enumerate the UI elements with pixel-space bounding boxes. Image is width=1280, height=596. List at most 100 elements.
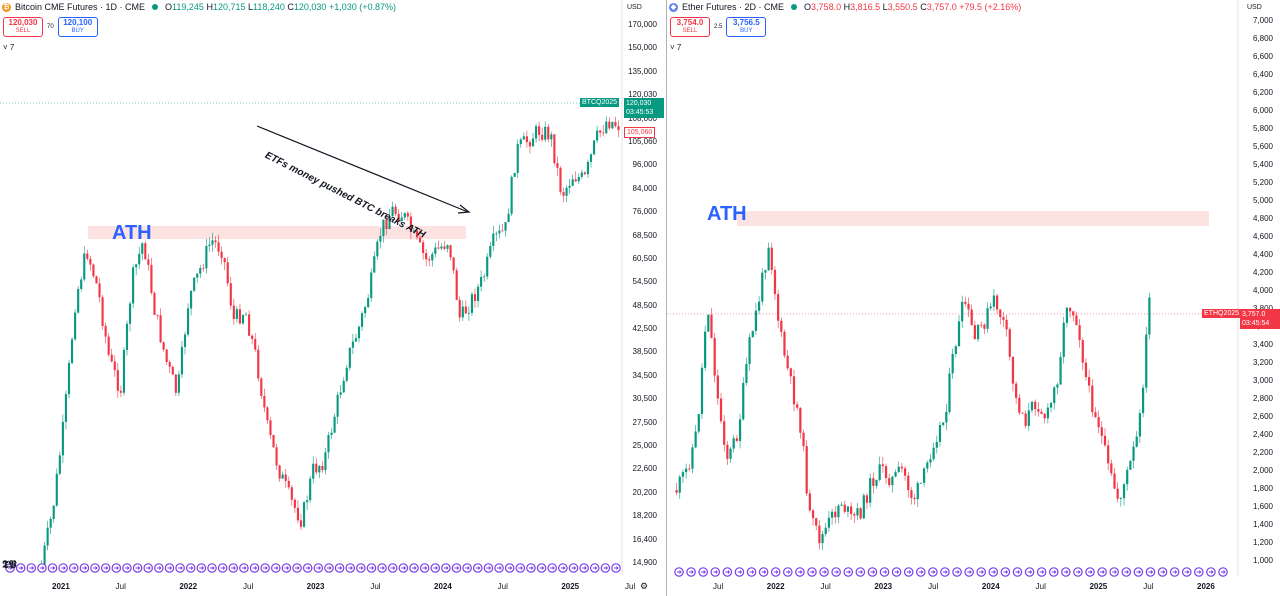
price-tick-label: 22,600	[632, 464, 657, 474]
ether-icon: ◆	[669, 2, 678, 12]
candle-body	[865, 495, 869, 503]
price-tick-label: 4,600	[1252, 232, 1273, 241]
btc-buy-button[interactable]: 120,100 BUY	[57, 17, 98, 37]
eth-ohlc-values: O3,758.0 H3,816.5 L3,550.5 C3,757.0 +79.…	[804, 2, 1021, 12]
price-tick-label: 120,030	[628, 90, 657, 100]
time-tick-label: 2023	[306, 582, 325, 591]
price-tick-label: 1,000	[1252, 556, 1273, 565]
candle-body	[211, 240, 214, 245]
price-tick-label: 6,800	[1252, 34, 1273, 43]
candle-body	[348, 347, 351, 368]
event-arrow-icon	[284, 566, 290, 570]
ohlc-item: +1,030 (+0.87%)	[328, 2, 397, 12]
event-arrow-icon	[930, 570, 936, 574]
eth-currency-label[interactable]: USD	[1247, 4, 1262, 11]
event-arrow-icon	[906, 570, 912, 574]
candle-body	[269, 420, 272, 436]
price-tick-label: 68,500	[632, 230, 657, 240]
candle-body	[196, 273, 199, 278]
price-tick-label: 2,800	[1252, 394, 1273, 403]
candle-body	[1107, 445, 1110, 464]
price-tick-label: 5,200	[1252, 178, 1273, 187]
candle-body	[550, 134, 553, 140]
event-arrow-icon	[761, 570, 767, 574]
candle-body	[748, 337, 751, 365]
candle-body	[223, 258, 226, 263]
event-arrow-icon	[348, 566, 353, 570]
candle-body	[1011, 356, 1015, 384]
btc-symbol-title[interactable]: Bitcoin CME Futures · 1D · CME	[15, 2, 146, 12]
candle-body	[824, 527, 827, 535]
btc-currency-label[interactable]: USD	[627, 4, 642, 11]
candle-body	[162, 342, 165, 350]
event-arrow-icon	[1208, 570, 1214, 574]
eth-sell-button[interactable]: 3,754.0 SELL	[670, 17, 710, 37]
eth-last-price-tag: 3,757.0 03:45:54	[1240, 309, 1280, 329]
candle-body	[473, 294, 477, 301]
eth-chart-pane[interactable]: ◆ Ether Futures · 2D · CME O3,758.0 H3,8…	[667, 0, 1280, 596]
price-tick-label: 5,400	[1252, 160, 1273, 169]
settings-icon[interactable]: ⚙	[640, 581, 649, 591]
candle-body	[1116, 488, 1119, 499]
ohlc-item: O119,245	[165, 2, 204, 12]
event-arrow-icon	[93, 566, 98, 570]
ohlc-item: L3,550.5	[882, 2, 918, 12]
candle-body	[1062, 322, 1065, 357]
price-tick-label: 54,500	[632, 277, 657, 287]
candle-body	[1088, 377, 1091, 386]
btc-ath-label: ATH	[112, 222, 152, 244]
candle-body	[241, 315, 245, 324]
eth-buy-button[interactable]: 3,756.5 BUY	[726, 17, 767, 37]
event-arrow-icon	[465, 566, 470, 570]
candle-body	[592, 140, 596, 155]
eth-indicators-toggle[interactable]: ˅ 7	[670, 43, 682, 52]
eth-symbol-title[interactable]: Ether Futures · 2D · CME	[682, 2, 785, 12]
candle-body	[589, 154, 593, 162]
event-arrow-icon	[1148, 570, 1154, 574]
eth-price-chart[interactable]	[667, 0, 1280, 596]
pane-divider[interactable]	[666, 0, 667, 596]
candle-body	[278, 465, 281, 479]
candle-body	[107, 336, 110, 355]
candle-body	[802, 432, 805, 447]
time-tick-label: 2021	[52, 582, 70, 591]
bitcoin-icon: ₿	[2, 2, 11, 12]
event-arrow-icon	[167, 566, 173, 570]
candle-body	[767, 247, 770, 271]
candle-body	[452, 257, 455, 271]
event-arrow-icon	[273, 566, 279, 570]
event-arrow-icon	[571, 566, 577, 570]
price-tick-label: 1,200	[1252, 538, 1273, 547]
candle-body	[707, 314, 710, 332]
candle-body	[476, 286, 480, 301]
btc-price-chart[interactable]	[0, 0, 666, 596]
event-arrow-icon	[942, 570, 948, 574]
tradingview-logo-icon: 𝕿𝖁	[2, 559, 17, 571]
btc-indicators-toggle[interactable]: ˅ 7	[3, 43, 15, 52]
event-arrow-icon	[528, 566, 534, 570]
candle-body	[309, 478, 312, 501]
price-tick-label: 14,900	[632, 558, 657, 567]
time-tick-label: 2024	[434, 582, 452, 591]
price-tick-label: 4,200	[1252, 268, 1273, 277]
candle-body	[1059, 356, 1062, 385]
candle-body	[1005, 319, 1008, 330]
candle-body	[455, 270, 458, 300]
candle-body	[321, 465, 324, 471]
candle-body	[306, 500, 309, 503]
candle-body	[116, 370, 119, 391]
btc-chart-pane[interactable]: ₿ Bitcoin CME Futures · 1D · CME O119,24…	[0, 0, 666, 596]
event-arrow-icon	[412, 566, 417, 570]
candle-body	[80, 279, 83, 289]
candle-body	[761, 272, 764, 302]
candle-body	[510, 176, 513, 214]
ohlc-item: C3,757.0	[920, 2, 957, 12]
candle-body	[1110, 463, 1113, 474]
candle-body	[77, 288, 80, 313]
candle-body	[391, 206, 394, 217]
btc-sell-button[interactable]: 120,030 SELL	[3, 17, 43, 37]
candle-body	[409, 216, 412, 232]
price-tick-label: 38,500	[632, 347, 657, 357]
candle-body	[1141, 387, 1145, 414]
event-arrow-icon	[231, 566, 236, 570]
